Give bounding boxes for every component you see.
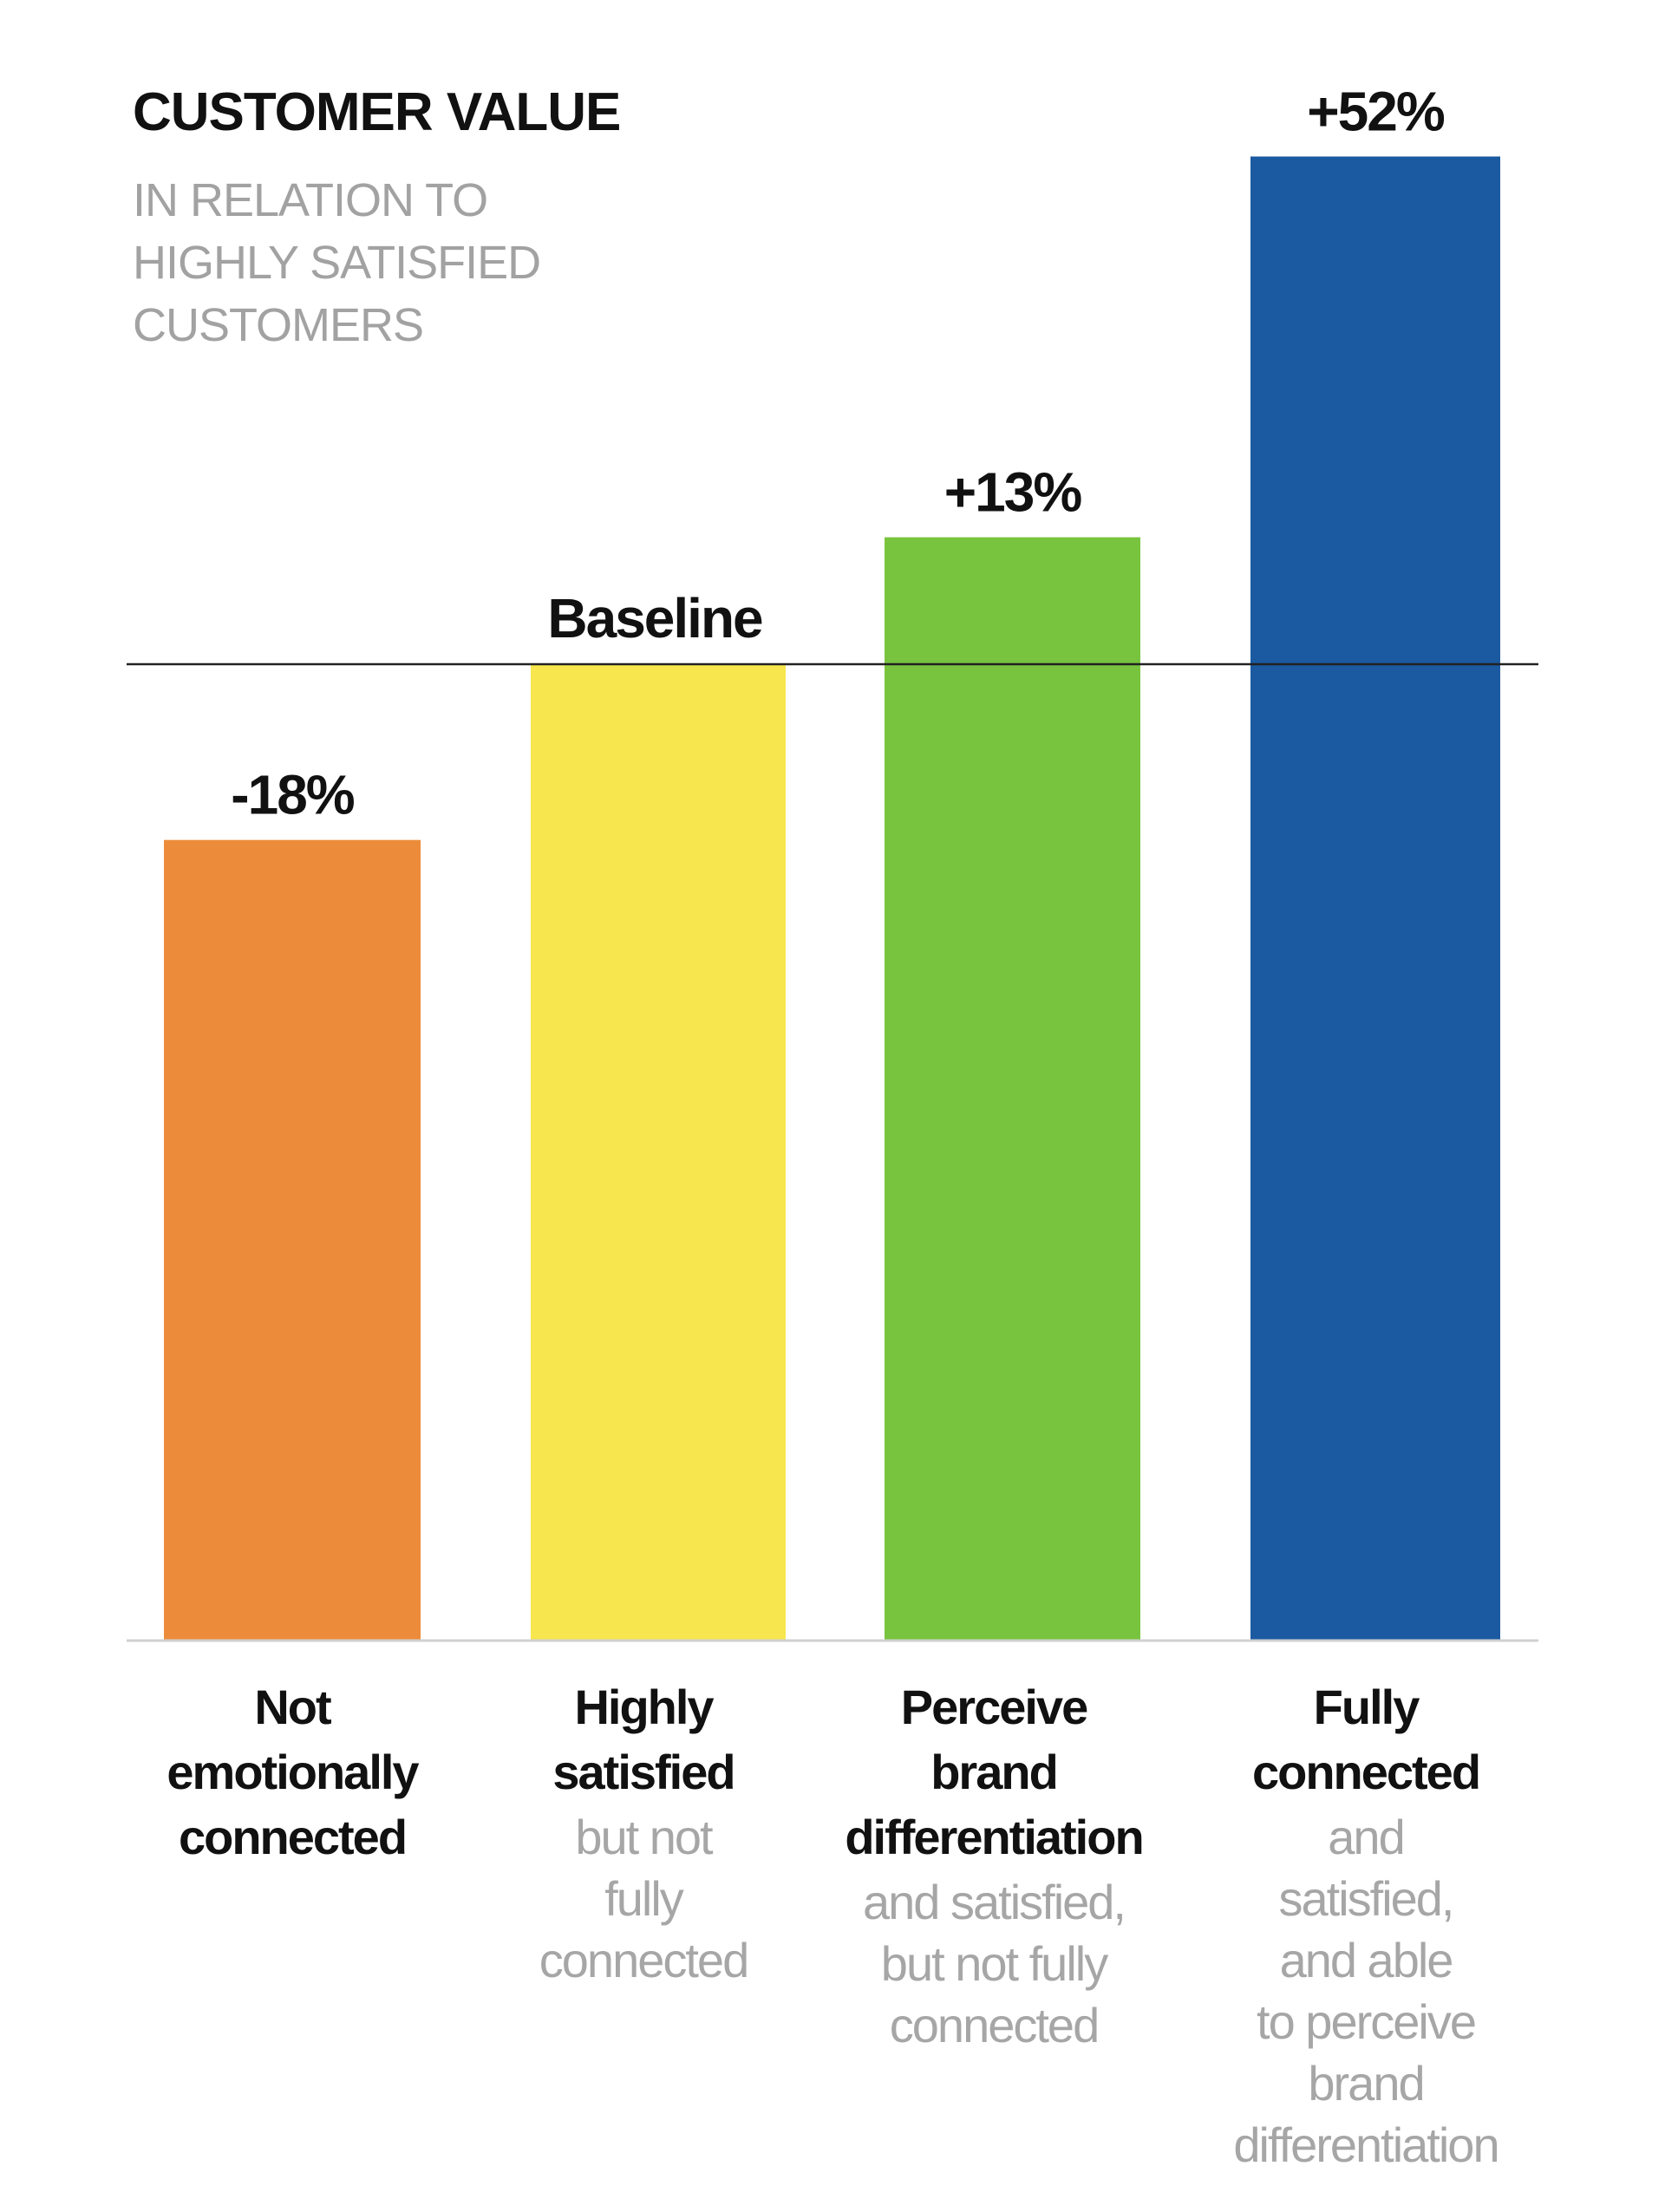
data-label: +13% bbox=[944, 461, 1082, 524]
x-tick-sublabel: satisfied, bbox=[1279, 1871, 1453, 1926]
x-tick-sublabel: brand bbox=[1308, 2056, 1423, 2111]
x-tick-sublabel: but not bbox=[575, 1810, 714, 1864]
x-tick-sublabel: to perceive bbox=[1257, 1994, 1475, 2049]
bar bbox=[531, 664, 786, 1641]
x-tick-label: Fully bbox=[1314, 1680, 1420, 1734]
x-tick-label: satisfied bbox=[552, 1745, 734, 1799]
x-tick-sublabel: differentiation bbox=[1233, 2117, 1498, 2172]
x-tick-sublabel: connected bbox=[539, 1933, 748, 1987]
x-tick-label: Perceive bbox=[901, 1680, 1087, 1734]
x-tick-sublabel: and satisfied, bbox=[863, 1875, 1125, 1929]
data-label: +52% bbox=[1307, 80, 1445, 142]
x-tick-label: emotionally bbox=[166, 1745, 419, 1799]
bar bbox=[164, 839, 421, 1641]
bar bbox=[1250, 156, 1500, 1641]
chart-title: CUSTOMER VALUE bbox=[133, 82, 620, 142]
x-tick-sublabel: and bbox=[1328, 1810, 1403, 1864]
x-tick-sublabel: connected bbox=[890, 1998, 1098, 2052]
x-tick-label: connected bbox=[1252, 1745, 1479, 1799]
x-tick-sublabel: fully bbox=[604, 1871, 684, 1926]
chart-subtitle-line: CUSTOMERS bbox=[133, 299, 423, 351]
bar bbox=[885, 537, 1140, 1641]
chart-subtitle-line: IN RELATION TO bbox=[133, 174, 487, 226]
chart-subtitle-line: HIGHLY SATISFIED bbox=[133, 237, 540, 289]
x-tick-label: Highly bbox=[574, 1680, 714, 1734]
x-tick-label: brand bbox=[930, 1745, 1057, 1799]
x-tick-label: differentiation bbox=[845, 1810, 1142, 1864]
data-label: -18% bbox=[231, 764, 355, 826]
baseline-label: Baseline bbox=[547, 587, 762, 649]
x-tick-label: connected bbox=[179, 1810, 406, 1864]
x-tick-sublabel: but not fully bbox=[881, 1936, 1108, 1991]
x-tick-label: Not bbox=[254, 1680, 331, 1734]
x-tick-sublabel: and able bbox=[1280, 1933, 1453, 1987]
